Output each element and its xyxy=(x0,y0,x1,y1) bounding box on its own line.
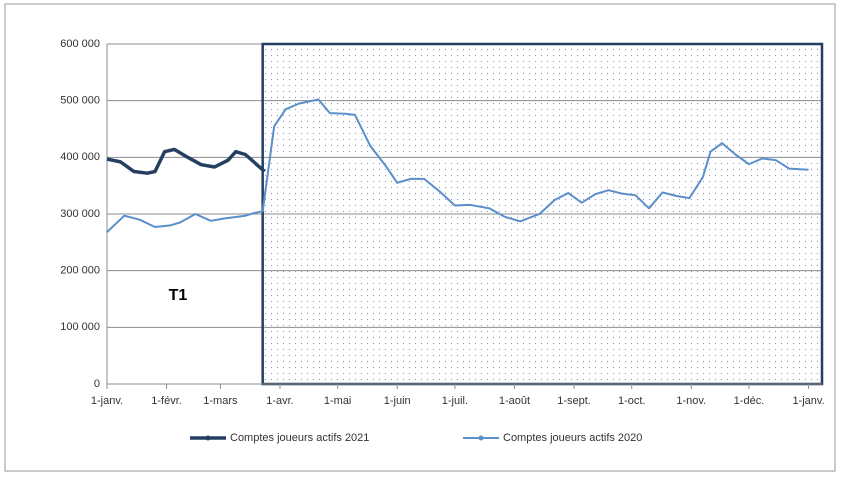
x-tick-label: 1-déc. xyxy=(734,395,765,407)
series-line xyxy=(106,147,266,175)
x-tick-label: 1-oct. xyxy=(618,395,646,407)
y-tick-label: 500 000 xyxy=(60,95,100,107)
legend-label: Comptes joueurs actifs 2021 xyxy=(230,432,369,444)
legend-label: Comptes joueurs actifs 2020 xyxy=(503,432,642,444)
x-tick-label: 1-févr. xyxy=(151,395,182,407)
legend-marker xyxy=(205,435,211,441)
x-tick-label: 1-juil. xyxy=(442,395,468,407)
y-tick-label: 400 000 xyxy=(60,151,100,163)
x-tick-label: 1-août xyxy=(499,395,530,407)
y-tick-label: 600 000 xyxy=(60,38,100,50)
series-line xyxy=(106,98,809,233)
x-tick-label: 1-janv. xyxy=(91,395,123,407)
y-tick-label: 200 000 xyxy=(60,265,100,277)
legend-marker xyxy=(478,435,484,441)
y-tick-label: 300 000 xyxy=(60,208,100,220)
highlight-region xyxy=(261,42,824,386)
x-tick-label: 1-janv. xyxy=(792,395,824,407)
x-tick-label: 1-sept. xyxy=(557,395,591,407)
x-tick-label: 1-nov. xyxy=(676,395,706,407)
x-tick-label: 1-mai xyxy=(324,395,352,407)
x-tick-label: 1-juin xyxy=(384,395,411,407)
y-tick-label: 0 xyxy=(94,378,100,390)
x-tick-label: 1-avr. xyxy=(266,395,294,407)
y-tick-label: 100 000 xyxy=(60,321,100,333)
annotation: T1 xyxy=(169,287,188,304)
x-tick-label: 1-mars xyxy=(203,395,238,407)
